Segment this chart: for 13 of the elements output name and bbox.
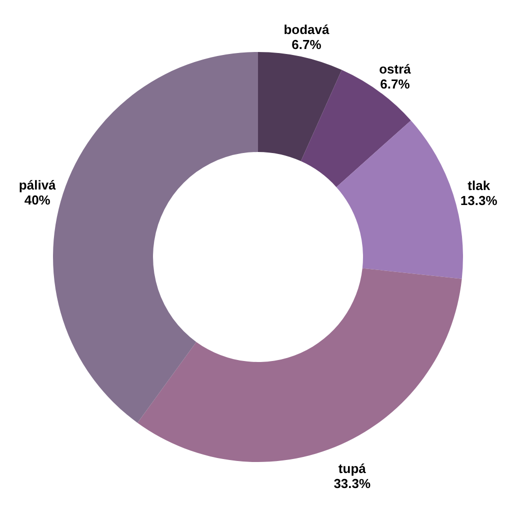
data-label: 6.7% [292,37,322,52]
data-label: 40% [24,192,51,208]
data-label: 13.3% [460,193,498,208]
data-label: 33.3% [334,476,372,492]
slice-label: ostrá [379,62,412,77]
donut-slice [138,268,462,462]
slice-label: tlak [468,178,491,193]
data-label: 6.7% [380,76,410,92]
slice-label: tupá [338,461,367,476]
donut-slice [258,52,342,162]
slice-label: pálivá [18,177,57,192]
donut-slice [336,120,463,279]
slice-label: bodavá [284,22,330,38]
